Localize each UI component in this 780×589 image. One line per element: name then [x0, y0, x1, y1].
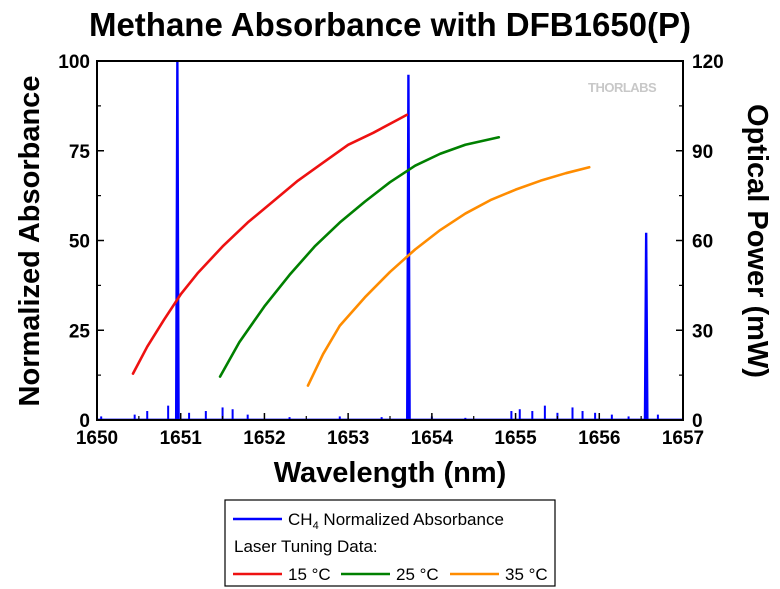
- y-left-axis-title: Normalized Absorbance: [14, 76, 46, 407]
- x-tick-label: 1654: [411, 428, 454, 449]
- thorlabs-watermark: THORLABS: [588, 80, 657, 95]
- y-left-tick-label: 100: [58, 52, 90, 73]
- absorbance-peak: [643, 232, 649, 421]
- y-left-tick-label: 75: [69, 142, 91, 163]
- laser-tuning-series: [131, 113, 591, 387]
- legend-absorbance-label: CH4 Normalized Absorbance: [288, 510, 504, 532]
- chart-title: Methane Absorbance with DFB1650(P): [89, 6, 691, 43]
- plot-area: THORLABS: [96, 60, 684, 421]
- x-tick-label: 1652: [243, 428, 285, 449]
- y-right-tick-label: 60: [692, 232, 713, 253]
- y-left-tick-label: 50: [69, 232, 90, 253]
- x-tick-label: 1650: [76, 428, 118, 449]
- tuning-curve-2: [218, 135, 501, 378]
- y-right-tick-label: 90: [692, 142, 713, 163]
- y-right-tick-label: 0: [692, 411, 703, 432]
- y-right-tick-label: 30: [692, 321, 713, 342]
- y-left-tick-label: 25: [69, 321, 91, 342]
- legend-box: [224, 499, 556, 587]
- x-tick-label: 1651: [160, 428, 203, 449]
- x-tick-label: 1653: [327, 428, 369, 449]
- absorbance-peak: [174, 60, 180, 421]
- tuning-curve-1: [131, 113, 409, 375]
- legend-25c-label: 25 °C: [396, 565, 439, 584]
- x-tick-label: 1656: [578, 428, 620, 449]
- y-left-tick-label: 0: [79, 411, 90, 432]
- absorbance-peak: [406, 74, 411, 421]
- legend-tuning-heading: Laser Tuning Data:: [234, 537, 378, 556]
- axes: 1650 1651 1652 1653 1654 1655 1656 165702550751…: [58, 52, 723, 449]
- legend-15c-label: 15 °C: [288, 565, 331, 584]
- legend-35c-label: 35 °C: [505, 565, 548, 584]
- x-tick-label: 1657: [662, 428, 704, 449]
- legend: CH4 Normalized Absorbance Laser Tuning D…: [224, 499, 556, 587]
- tuning-curve-3: [306, 165, 591, 387]
- y-right-tick-label: 120: [692, 52, 724, 73]
- y-right-axis-title: Optical Power (mW): [741, 104, 773, 378]
- x-axis-title: Wavelength (nm): [274, 457, 507, 489]
- x-tick-label: 1655: [494, 428, 537, 449]
